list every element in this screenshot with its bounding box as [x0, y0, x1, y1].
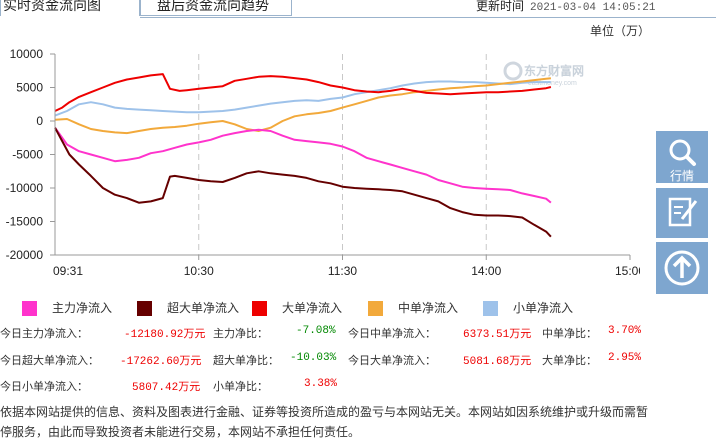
tab-realtime-flow[interactable]: 实时资金流向图 — [0, 0, 140, 16]
stat-value: -12180.92万元 — [124, 329, 206, 341]
series-line-3 — [54, 77, 552, 135]
x-tick-label: 15:00 — [615, 264, 640, 278]
legend-label: 大单净流入 — [282, 301, 343, 315]
stat-value: 6373.51万元 — [463, 329, 532, 341]
stats-row: 今日小单净流入： 5807.42万元 小单净比： 3.38% — [0, 375, 660, 397]
stat-value: -17262.60万元 — [120, 356, 202, 368]
legend-swatch — [137, 301, 152, 316]
legend-swatch — [368, 301, 383, 316]
chart-grid — [198, 54, 487, 255]
x-tick-label: 09:31 — [53, 264, 83, 278]
unit-label: 单位（万） — [590, 24, 651, 38]
stat-label: 小单净比： — [213, 381, 268, 393]
watermark-logo-circle — [503, 61, 523, 81]
search-icon — [669, 139, 696, 166]
stat-value: 5081.68万元 — [463, 356, 532, 368]
chart-legend: 主力净流入 超大单净流入 大单净流入 中单净流入 小单净流入 — [22, 299, 642, 319]
series-line-2 — [54, 73, 552, 112]
legend-label: 主力净流入 — [52, 301, 113, 315]
legend-label: 中单净流入 — [398, 301, 459, 315]
stats-row: 今日超大单净流入： -17262.60万元 超大单净比： -10.03% 今日大… — [0, 349, 660, 371]
update-time: 更新时间 2021-03-04 14:05:21 — [476, 0, 655, 14]
edit-note-icon — [668, 197, 698, 227]
y-tick-label: 10000 — [10, 47, 44, 61]
update-time-value: 2021-03-04 14:05:21 — [530, 2, 656, 14]
y-tick-label: -10000 — [6, 181, 44, 195]
arrow-up-circle-icon-head — [672, 255, 692, 268]
legend-swatch — [22, 301, 37, 316]
tab-divider-line — [140, 17, 716, 18]
legend-label: 超大单净流入 — [167, 301, 240, 315]
watermark-text: 东方财富网 — [524, 63, 584, 78]
watermark-logo: 东方财富网 eastmoney.com — [503, 61, 584, 87]
series-line-1 — [54, 127, 552, 238]
stat-label: 大单净比： — [542, 355, 597, 367]
legend-swatch — [252, 301, 267, 316]
back-to-top-button[interactable] — [656, 242, 708, 294]
series-line-0 — [54, 127, 552, 204]
y-tick-label: -15000 — [6, 215, 44, 229]
chart-axes: 10000 5000 0 -5000 -10000 -15000 -20000 09:31 10… — [6, 47, 640, 278]
stat-value: -7.08% — [296, 325, 336, 337]
x-tick-label: 10:30 — [184, 264, 214, 278]
edit-note-icon-pencil — [680, 200, 698, 220]
x-tick-label: 11:30 — [328, 264, 357, 278]
feedback-button[interactable] — [656, 188, 708, 238]
tab-bar: 实时资金流向图 盘后资金流向趋势 更新时间 2021-03-04 14:05:21 — [0, 0, 716, 18]
legend-swatch — [483, 301, 498, 316]
stat-label: 中单净比： — [542, 328, 597, 340]
stat-label: 今日大单净流入： — [348, 355, 436, 367]
stat-label: 今日小单净流入： — [0, 381, 88, 393]
arrow-up-circle-icon-ring — [664, 250, 700, 286]
stat-label: 超大单净比： — [213, 355, 279, 367]
stat-label: 今日中单净流入： — [348, 328, 436, 340]
stat-label: 今日超大单净流入： — [0, 355, 99, 367]
y-tick-label: -5000 — [12, 148, 43, 162]
tab-after-hours-trend[interactable]: 盘后资金流向趋势 — [140, 0, 292, 16]
y-tick-label: -20000 — [6, 248, 44, 262]
stat-value: 5807.42万元 — [132, 382, 201, 394]
stat-value: -10.03% — [290, 352, 337, 364]
x-tick-label: 14:00 — [471, 264, 501, 278]
y-tick-label: 5000 — [16, 81, 43, 95]
stat-value: 3.70% — [608, 325, 642, 337]
quote-button-label: 行情 — [669, 169, 694, 183]
stat-value: 3.38% — [304, 378, 338, 390]
edit-note-icon-paper — [668, 197, 692, 227]
arrow-up-circle-icon — [664, 250, 700, 286]
chart-series — [54, 73, 552, 238]
quote-button[interactable]: 行情 — [656, 131, 708, 183]
search-icon-handle — [685, 155, 696, 166]
series-line-4 — [54, 80, 551, 117]
fund-flow-chart: 东方财富网 eastmoney.com 10000 5000 0 -5000 -1000… — [6, 47, 640, 278]
stat-value: 2.95% — [608, 352, 642, 364]
watermark-subtext: eastmoney.com — [528, 80, 577, 87]
legend-label: 小单净流入 — [513, 301, 574, 315]
disclaimer-line: 停服务，由此而导致投资者未能进行交易，本网站不承担任何责任。 — [0, 425, 361, 439]
disclaimer-line: 依据本网站提供的信息、资料及图表进行金融、证券等投资所造成的盈亏与本网站无关。本… — [0, 405, 649, 419]
stats-row: 今日主力净流入： -12180.92万元 主力净比： -7.08% 今日中单净流… — [0, 322, 660, 344]
y-tick-label: 0 — [36, 114, 43, 128]
stat-label: 今日主力净流入： — [0, 328, 88, 340]
disclaimer: 依据本网站提供的信息、资料及图表进行金融、证券等投资所造成的盈亏与本网站无关。本… — [0, 402, 660, 442]
search-icon-lens — [669, 139, 691, 161]
stat-label: 主力净比： — [213, 328, 268, 340]
update-time-label: 更新时间 — [476, 0, 525, 13]
